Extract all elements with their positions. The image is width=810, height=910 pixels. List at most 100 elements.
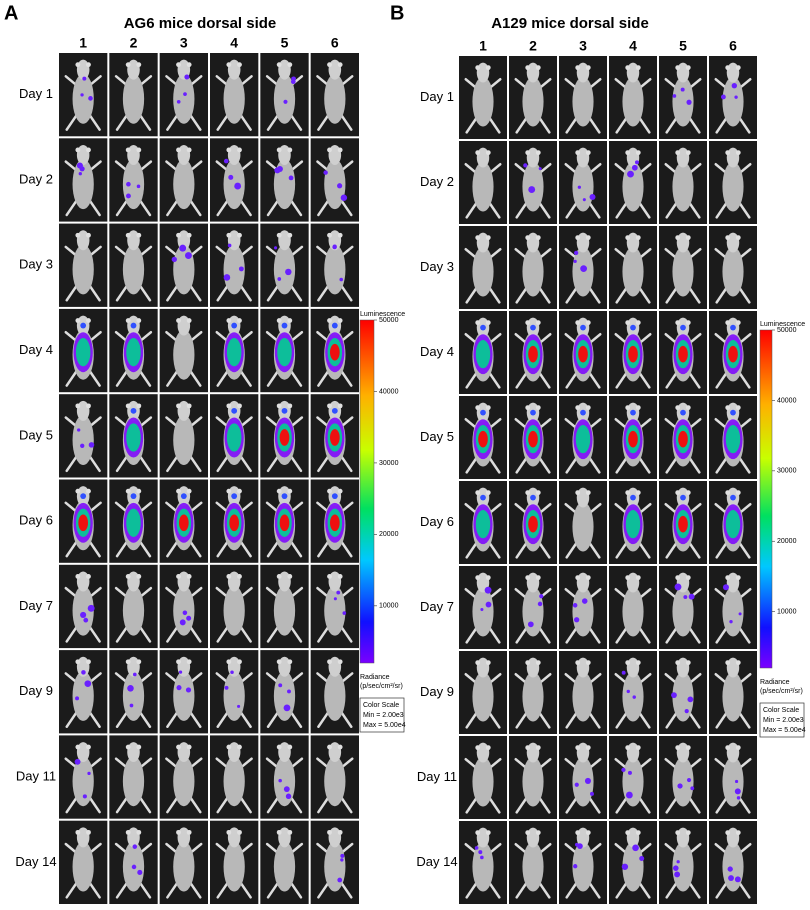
limb xyxy=(240,330,253,342)
signal xyxy=(126,193,131,199)
limb xyxy=(465,627,478,644)
ear xyxy=(635,65,641,71)
signal xyxy=(87,771,91,776)
limb xyxy=(189,842,203,854)
limb xyxy=(88,540,101,558)
signal xyxy=(581,598,588,604)
signal xyxy=(528,345,538,363)
limb xyxy=(738,417,752,429)
limb xyxy=(538,77,552,89)
signal xyxy=(639,855,645,862)
mouse-image xyxy=(109,394,158,478)
signal xyxy=(223,274,231,281)
limb xyxy=(88,455,101,473)
limb xyxy=(514,502,528,514)
limb xyxy=(714,332,728,344)
limb xyxy=(317,881,330,899)
mouse-body xyxy=(572,671,594,722)
ear xyxy=(675,320,681,326)
ear xyxy=(535,320,541,326)
signal xyxy=(575,425,591,454)
signal xyxy=(736,796,741,800)
limb xyxy=(688,417,702,429)
limb xyxy=(189,455,202,473)
limb xyxy=(564,332,578,344)
limb xyxy=(88,284,101,302)
limb xyxy=(290,160,304,172)
signal xyxy=(179,514,189,532)
limb xyxy=(665,627,678,644)
ear xyxy=(685,745,691,751)
limb xyxy=(64,75,78,86)
ear xyxy=(635,235,641,241)
limb xyxy=(638,162,652,174)
ear xyxy=(675,405,681,411)
signal xyxy=(82,76,87,81)
signal xyxy=(81,670,86,675)
mouse-body xyxy=(622,756,644,807)
limb xyxy=(488,77,502,89)
limb xyxy=(488,332,502,344)
limb xyxy=(488,587,502,599)
signal xyxy=(180,493,187,500)
ear xyxy=(735,235,741,241)
mouse-body xyxy=(72,73,94,124)
limb xyxy=(65,199,78,217)
ear xyxy=(237,62,242,68)
mouse-body xyxy=(472,841,494,892)
mouse-body xyxy=(572,161,594,212)
mouse-body xyxy=(522,586,544,637)
ear xyxy=(125,574,131,579)
limb xyxy=(515,457,528,474)
ear xyxy=(675,660,681,666)
ear xyxy=(535,660,541,666)
signal xyxy=(677,783,683,789)
signal xyxy=(480,324,486,331)
limb xyxy=(64,586,78,598)
mouse-body xyxy=(273,756,296,807)
limb xyxy=(665,882,678,899)
ear xyxy=(327,62,332,68)
ear xyxy=(635,405,641,411)
signal xyxy=(631,164,638,171)
limb xyxy=(290,330,304,342)
limb xyxy=(614,247,628,259)
ear xyxy=(475,830,481,836)
signal xyxy=(578,345,588,363)
limb xyxy=(189,284,202,302)
limb xyxy=(614,672,628,684)
mouse-image xyxy=(659,141,707,224)
limb xyxy=(240,842,253,854)
signal xyxy=(537,601,543,607)
limb xyxy=(538,712,551,729)
limb xyxy=(688,712,701,729)
colorbar-tick-label: 10000 xyxy=(379,603,399,610)
limb xyxy=(488,287,501,304)
ear xyxy=(585,150,591,156)
column-label: 3 xyxy=(579,38,587,54)
limb xyxy=(738,502,752,514)
limb xyxy=(514,162,528,174)
limb xyxy=(340,881,353,899)
ear xyxy=(337,829,343,835)
limb xyxy=(665,712,678,729)
limb xyxy=(317,370,330,387)
limb xyxy=(564,672,578,684)
row-label: Day 14 xyxy=(15,854,56,869)
limb xyxy=(638,712,651,729)
mouse-body xyxy=(173,159,195,210)
ear xyxy=(725,150,731,156)
limb xyxy=(165,245,178,257)
signal xyxy=(590,791,594,796)
colorbar-tick-label: 10000 xyxy=(777,609,797,616)
mouse-image xyxy=(459,396,507,479)
limb xyxy=(189,711,202,728)
signal xyxy=(475,340,491,369)
mouse-image xyxy=(109,564,158,649)
limb xyxy=(538,372,551,389)
limb xyxy=(139,416,153,428)
mouse-image xyxy=(559,566,607,649)
row-label: Day 4 xyxy=(19,342,53,357)
signal xyxy=(129,703,134,708)
limb xyxy=(266,114,279,131)
